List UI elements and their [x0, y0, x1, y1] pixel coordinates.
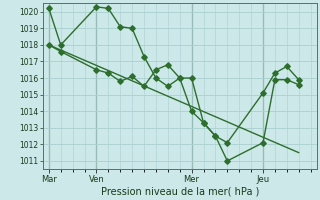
- X-axis label: Pression niveau de la mer( hPa ): Pression niveau de la mer( hPa ): [100, 187, 259, 197]
